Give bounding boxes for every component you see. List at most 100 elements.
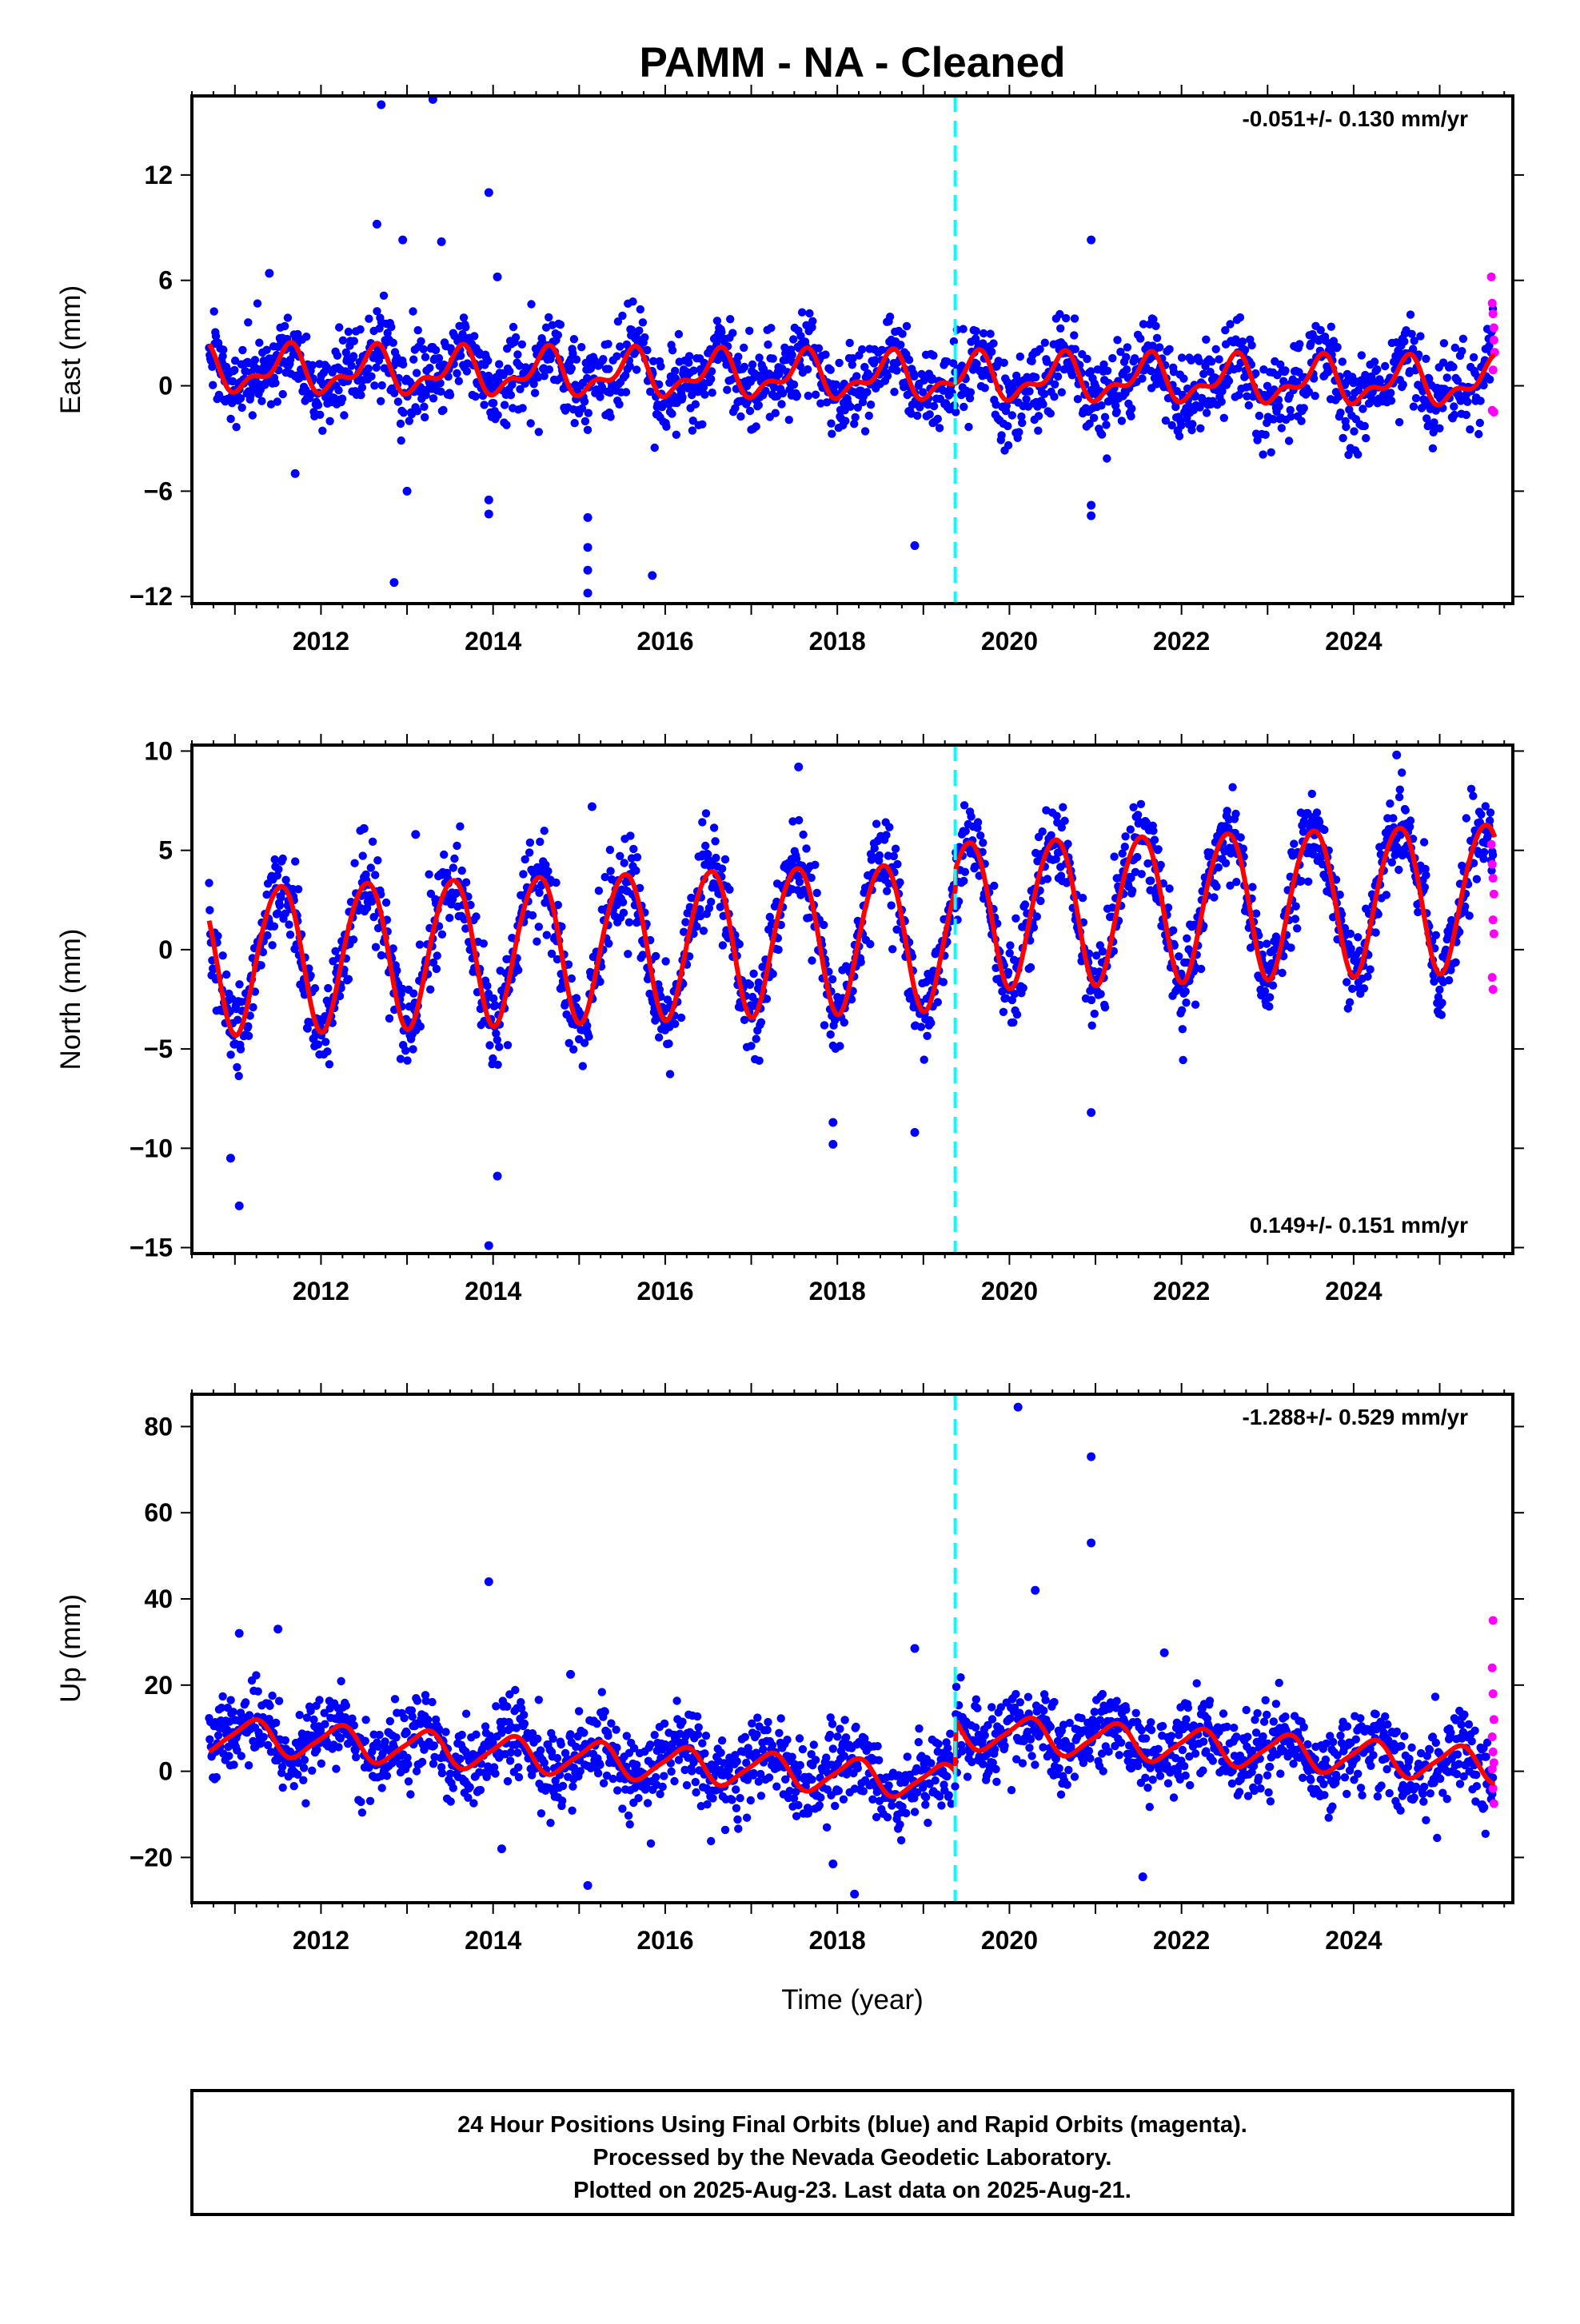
final-orbit-point — [1179, 1025, 1187, 1033]
final-orbit-point — [296, 1711, 304, 1719]
final-orbit-point — [1304, 878, 1312, 886]
final-orbit-point — [601, 1708, 609, 1716]
final-orbit-point — [453, 369, 461, 377]
final-orbit-point — [513, 350, 521, 358]
final-orbit-point — [1422, 355, 1430, 363]
final-orbit-point — [318, 427, 326, 435]
final-orbit-outlier — [1087, 1108, 1095, 1117]
chart-title: PAMM - NA - Cleaned — [640, 39, 1066, 86]
final-orbit-point — [1058, 389, 1066, 397]
final-orbit-point — [419, 345, 427, 353]
final-orbit-point — [920, 1055, 928, 1063]
final-orbit-point — [728, 329, 736, 337]
final-orbit-point — [747, 1796, 755, 1804]
final-orbit-point — [1191, 1001, 1199, 1009]
final-orbit-point — [332, 1764, 340, 1772]
final-orbit-point — [226, 1050, 234, 1058]
x-tick-label: 2012 — [293, 1277, 349, 1306]
final-orbit-point — [218, 1692, 226, 1700]
final-orbit-point — [1188, 420, 1196, 428]
final-orbit-point — [755, 979, 763, 987]
final-orbit-point — [252, 1671, 260, 1679]
final-orbit-point — [1137, 800, 1145, 808]
final-orbit-point — [1074, 395, 1082, 403]
final-orbit-point — [604, 365, 612, 373]
final-orbit-point — [1389, 814, 1397, 822]
final-orbit-point — [1346, 999, 1354, 1007]
final-orbit-point — [514, 966, 522, 974]
final-orbit-point — [1034, 427, 1042, 435]
final-orbit-point — [573, 994, 581, 1002]
final-orbit-point — [480, 939, 488, 947]
final-orbit-point — [796, 878, 804, 886]
final-orbit-point — [342, 1701, 350, 1709]
final-orbit-point — [1237, 833, 1245, 841]
y-tick-label: 5 — [158, 836, 173, 865]
final-orbit-point — [235, 980, 243, 988]
final-orbit-point — [1445, 976, 1453, 984]
final-orbit-point — [218, 951, 226, 959]
final-orbit-point — [507, 391, 515, 399]
final-orbit-point — [378, 381, 386, 389]
final-orbit-point — [656, 1790, 664, 1798]
final-orbit-point — [732, 1804, 740, 1812]
final-orbit-point — [623, 1732, 631, 1740]
final-orbit-point — [514, 1764, 522, 1772]
final-orbit-point — [805, 309, 813, 317]
final-orbit-point — [491, 1769, 499, 1777]
final-orbit-point — [237, 1752, 245, 1760]
rapid-orbit-point — [1489, 985, 1498, 994]
final-orbit-point — [774, 946, 782, 954]
final-orbit-point — [828, 430, 836, 438]
final-orbit-point — [409, 356, 417, 364]
final-orbit-point — [483, 982, 491, 990]
final-orbit-point — [391, 1695, 399, 1703]
final-orbit-point — [1019, 984, 1027, 992]
final-orbit-point — [1362, 434, 1370, 442]
final-orbit-point — [700, 1749, 708, 1757]
final-orbit-point — [1320, 826, 1328, 834]
y-axis-label: North (mm) — [55, 929, 86, 1070]
final-orbit-point — [450, 855, 458, 863]
final-orbit-point — [1068, 371, 1076, 379]
final-orbit-point — [596, 1760, 604, 1768]
final-orbit-point — [317, 1760, 325, 1768]
final-orbit-point — [333, 352, 341, 360]
final-orbit-point — [279, 1784, 287, 1792]
final-orbit-point — [813, 889, 821, 897]
final-orbit-point — [1290, 839, 1298, 847]
final-orbit-point — [356, 325, 364, 333]
final-orbit-point — [595, 887, 603, 895]
final-orbit-point — [512, 333, 520, 341]
final-orbit-point — [905, 356, 913, 364]
final-orbit-point — [903, 322, 911, 330]
final-orbit-point — [988, 348, 995, 356]
final-orbit-point — [1006, 941, 1014, 949]
final-orbit-point — [1278, 424, 1286, 432]
final-orbit-point — [1087, 996, 1095, 1004]
final-orbit-point — [569, 1783, 577, 1791]
final-orbit-point — [592, 1720, 600, 1728]
final-orbit-point — [413, 369, 421, 377]
final-orbit-point — [789, 335, 797, 343]
final-orbit-point — [321, 1720, 329, 1728]
final-orbit-point — [253, 299, 261, 307]
final-orbit-point — [1386, 389, 1394, 397]
final-orbit-point — [688, 1767, 696, 1775]
final-orbit-point — [1036, 897, 1044, 905]
final-orbit-point — [472, 1731, 480, 1739]
final-orbit-point — [1215, 355, 1223, 363]
final-orbit-point — [981, 384, 989, 392]
final-orbit-point — [358, 1808, 366, 1816]
final-orbit-point — [386, 1717, 394, 1725]
final-orbit-outlier — [377, 100, 385, 109]
final-orbit-point — [302, 333, 310, 341]
final-orbit-point — [226, 1696, 234, 1704]
final-orbit-point — [552, 879, 560, 887]
final-orbit-point — [249, 411, 257, 419]
final-orbit-point — [529, 911, 537, 919]
final-orbit-point — [325, 1060, 333, 1068]
final-orbit-point — [397, 436, 405, 444]
final-orbit-point — [799, 831, 807, 839]
